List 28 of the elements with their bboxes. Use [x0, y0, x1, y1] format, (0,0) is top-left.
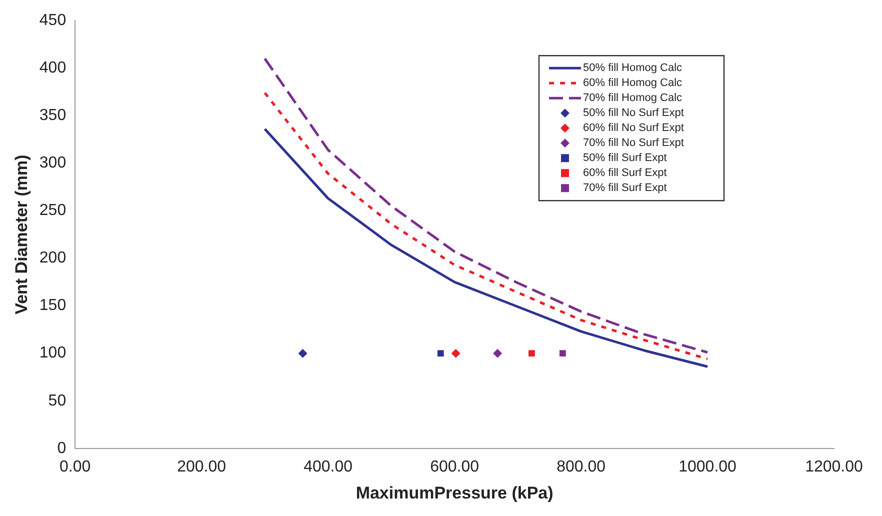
legend-label: 50% fill Homog Calc [583, 62, 683, 74]
y-tick-label: 400 [39, 60, 66, 77]
x-tick-label: 0.00 [60, 458, 91, 476]
legend-label: 70% fill No Surf Expt [583, 137, 684, 150]
y-axis-title: Vent Diameter (mm) [12, 154, 31, 314]
x-tick-label: 800.00 [556, 458, 606, 476]
y-tick-label: 50 [48, 392, 66, 410]
y-tick-label: 100 [39, 344, 66, 362]
y-tick-label: 450 [39, 12, 66, 30]
legend-label: 50% fill Surf Expt [583, 152, 667, 164]
legend-label: 60% fill Surf Expt [583, 167, 667, 180]
legend-label: 60% fill No Surf Expt [583, 122, 684, 134]
y-tick-label: 0 [57, 440, 66, 457]
x-tick-label: 200.00 [177, 458, 226, 476]
y-tick-label: 300 [39, 154, 66, 172]
x-axis-title: MaximumPressure (kPa) [356, 483, 554, 502]
legend-label: 50% fill No Surf Expt [583, 107, 684, 120]
x-tick-label: 1200.00 [805, 458, 864, 476]
legend-label: 70% fill Homog Calc [583, 92, 683, 104]
legend-label: 60% fill Homog Calc [583, 77, 683, 90]
y-tick-label: 200 [39, 250, 66, 267]
legend-label: 70% fill Surf Expt [583, 182, 667, 194]
y-tick-label: 150 [39, 297, 66, 314]
x-tick-label: 600.00 [430, 458, 480, 476]
x-tick-label: 1000.00 [678, 458, 737, 476]
x-tick-label: 400.00 [304, 458, 353, 476]
y-tick-label: 350 [39, 107, 66, 124]
y-tick-label: 250 [39, 202, 66, 220]
